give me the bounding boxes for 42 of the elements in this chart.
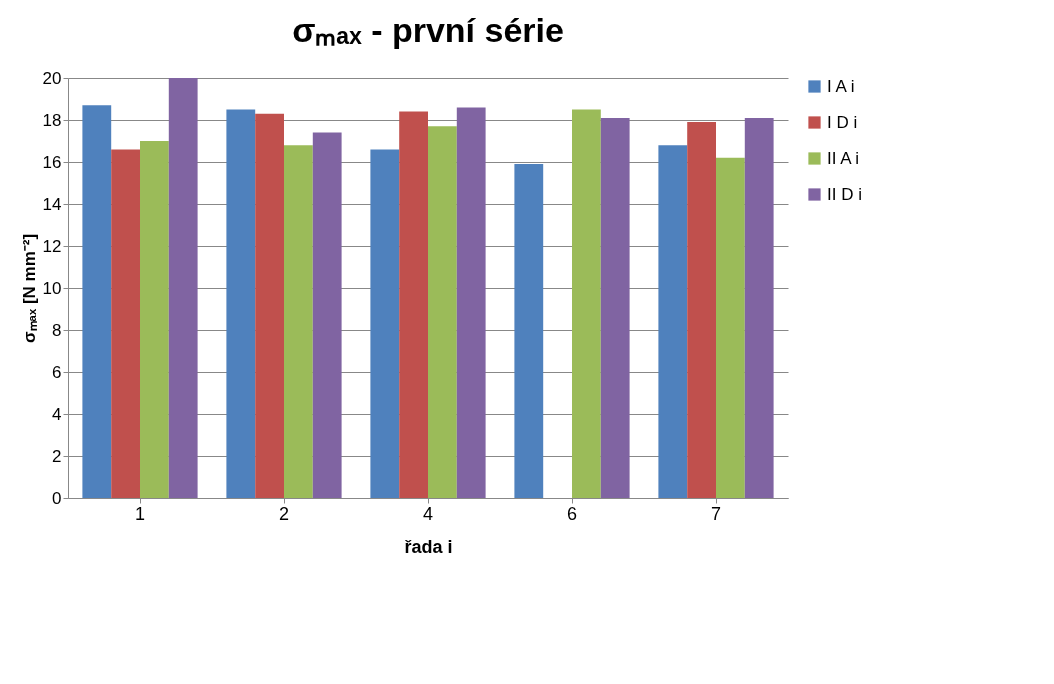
bar: [312, 132, 342, 498]
y-tick-label: 4: [52, 404, 62, 424]
bar: [82, 105, 112, 498]
bar: [399, 111, 428, 498]
x-axis-title: řada i: [404, 536, 453, 557]
bar: [572, 109, 601, 498]
legend-label: II A i: [827, 148, 860, 168]
bar: [428, 126, 457, 498]
bar: [255, 113, 284, 498]
x-tick-label: 4: [422, 503, 434, 524]
x-tick-label: 6: [566, 503, 578, 524]
y-tick-label: 6: [52, 362, 62, 382]
legend-label: II D i: [827, 184, 862, 204]
chart-title: σₘₐₓ - první série: [292, 11, 564, 49]
bar: [140, 141, 169, 498]
y-tick-label: 2: [52, 446, 62, 466]
y-tick-label: 12: [42, 236, 62, 256]
bar: [168, 78, 198, 498]
y-tick-label: 10: [42, 278, 62, 298]
bar: [284, 145, 313, 498]
x-tick-label: 2: [278, 503, 290, 524]
bar: [744, 117, 774, 498]
y-tick-label: 0: [52, 488, 62, 508]
x-tick-label: 1: [134, 503, 146, 524]
bar: [658, 145, 688, 498]
y-tick-label: 8: [52, 320, 62, 340]
bar: [600, 117, 630, 498]
bar: [456, 107, 486, 498]
bar: [370, 149, 400, 498]
bar: [687, 122, 716, 498]
bar: [111, 149, 140, 498]
y-tick-label: 20: [42, 68, 62, 88]
y-axis-title: σₘₐₓ [N mm⁻²]: [19, 233, 39, 344]
y-tick-label: 14: [42, 194, 62, 214]
bar: [514, 164, 544, 498]
bar: [226, 109, 256, 498]
y-tick-label: 16: [42, 152, 62, 172]
bar: [716, 157, 745, 498]
legend-label: I A i: [827, 76, 855, 96]
y-tick-label: 18: [42, 110, 62, 130]
x-tick-label: 7: [710, 503, 722, 524]
legend-label: I D i: [827, 112, 858, 132]
